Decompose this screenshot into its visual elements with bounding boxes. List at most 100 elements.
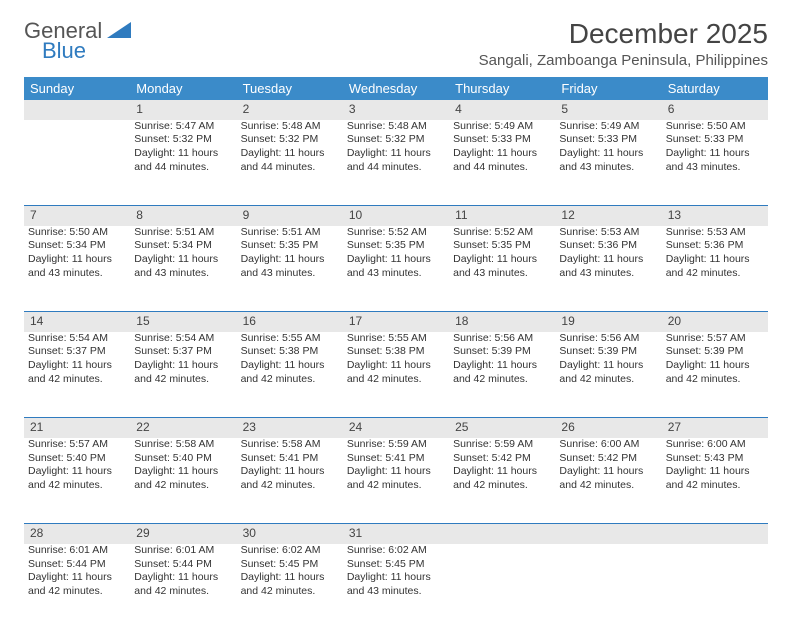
sunrise-text: Sunrise: 5:49 AM bbox=[453, 120, 551, 134]
sunset-text: Sunset: 5:39 PM bbox=[453, 345, 551, 359]
day-cell: Sunrise: 6:01 AMSunset: 5:44 PMDaylight:… bbox=[24, 544, 130, 630]
day-number: 19 bbox=[555, 312, 661, 332]
sunset-text: Sunset: 5:34 PM bbox=[134, 239, 232, 253]
day2-text: and 42 minutes. bbox=[241, 479, 339, 493]
day-number-row: 78910111213 bbox=[24, 206, 768, 226]
day2-text: and 43 minutes. bbox=[666, 161, 764, 175]
header: General Blue December 2025 Sangali, Zamb… bbox=[24, 18, 768, 69]
day-cell: Sunrise: 5:55 AMSunset: 5:38 PMDaylight:… bbox=[343, 332, 449, 418]
day2-text: and 42 minutes. bbox=[134, 479, 232, 493]
day-number: 12 bbox=[555, 206, 661, 226]
day-cell: Sunrise: 5:52 AMSunset: 5:35 PMDaylight:… bbox=[449, 226, 555, 312]
day-cell: Sunrise: 5:54 AMSunset: 5:37 PMDaylight:… bbox=[24, 332, 130, 418]
day1-text: Daylight: 11 hours bbox=[453, 465, 551, 479]
location-subtitle: Sangali, Zamboanga Peninsula, Philippine… bbox=[479, 52, 768, 69]
sunset-text: Sunset: 5:45 PM bbox=[347, 558, 445, 572]
day1-text: Daylight: 11 hours bbox=[666, 147, 764, 161]
day-content-row: Sunrise: 5:47 AMSunset: 5:32 PMDaylight:… bbox=[24, 120, 768, 206]
title-block: December 2025 Sangali, Zamboanga Peninsu… bbox=[479, 18, 768, 69]
day1-text: Daylight: 11 hours bbox=[28, 253, 126, 267]
sunrise-text: Sunrise: 5:50 AM bbox=[28, 226, 126, 240]
day-number: 18 bbox=[449, 312, 555, 332]
weekday-header: Saturday bbox=[662, 77, 768, 100]
day-number: 23 bbox=[237, 418, 343, 438]
day2-text: and 42 minutes. bbox=[134, 585, 232, 599]
day1-text: Daylight: 11 hours bbox=[559, 465, 657, 479]
day-content-row: Sunrise: 5:54 AMSunset: 5:37 PMDaylight:… bbox=[24, 332, 768, 418]
day2-text: and 42 minutes. bbox=[347, 373, 445, 387]
day-cell: Sunrise: 5:50 AMSunset: 5:34 PMDaylight:… bbox=[24, 226, 130, 312]
weekday-header: Friday bbox=[555, 77, 661, 100]
sunset-text: Sunset: 5:36 PM bbox=[559, 239, 657, 253]
day1-text: Daylight: 11 hours bbox=[241, 253, 339, 267]
day-cell: Sunrise: 5:54 AMSunset: 5:37 PMDaylight:… bbox=[130, 332, 236, 418]
day2-text: and 43 minutes. bbox=[453, 267, 551, 281]
sunrise-text: Sunrise: 5:57 AM bbox=[28, 438, 126, 452]
day1-text: Daylight: 11 hours bbox=[28, 465, 126, 479]
day-content-row: Sunrise: 6:01 AMSunset: 5:44 PM Daylight:… bbox=[24, 544, 768, 630]
day1-text: Daylight: 11 hours bbox=[453, 147, 551, 161]
day-cell: Sunrise: 6:00 AMSunset: 5:42 PMDaylight:… bbox=[555, 438, 661, 524]
day-cell: Sunrise: 5:57 AMSunset: 5:39 PMDaylight:… bbox=[662, 332, 768, 418]
day-cell: Sunrise: 5:51 AMSunset: 5:34 PMDaylight:… bbox=[130, 226, 236, 312]
day1-text: Daylight: 11 hours bbox=[241, 147, 339, 161]
day2-text: and 43 minutes. bbox=[559, 161, 657, 175]
day2-text: and 42 minutes. bbox=[453, 479, 551, 493]
day-number bbox=[24, 100, 130, 120]
sunrise-text: Sunrise: 5:59 AM bbox=[347, 438, 445, 452]
day-number: 21 bbox=[24, 418, 130, 438]
day-cell: Sunrise: 5:47 AMSunset: 5:32 PMDaylight:… bbox=[130, 120, 236, 206]
day1-text: Daylight: 11 hours bbox=[134, 465, 232, 479]
day-number: 14 bbox=[24, 312, 130, 332]
sunrise-text: Sunrise: 5:52 AM bbox=[347, 226, 445, 240]
day1-text: Daylight: 11 hours bbox=[666, 359, 764, 373]
day-number bbox=[662, 524, 768, 544]
sunrise-text: Sunrise: 5:55 AM bbox=[241, 332, 339, 346]
sunrise-text: Sunrise: 5:56 AM bbox=[559, 332, 657, 346]
sunset-text: Sunset: 5:32 PM bbox=[134, 133, 232, 147]
weekday-header: Sunday bbox=[24, 77, 130, 100]
day-cell: Sunrise: 5:48 AMSunset: 5:32 PMDaylight:… bbox=[237, 120, 343, 206]
sunset-text: Sunset: 5:44 PM bbox=[134, 558, 232, 572]
sunset-text: Sunset: 5:37 PM bbox=[134, 345, 232, 359]
sunrise-text: Sunrise: 5:48 AM bbox=[347, 120, 445, 134]
day1-text: Daylight: 11 hours bbox=[241, 571, 339, 585]
sunset-text: Sunset: 5:39 PM bbox=[559, 345, 657, 359]
day1-text: Daylight: 11 hours bbox=[347, 571, 445, 585]
day-number: 4 bbox=[449, 100, 555, 120]
sunrise-text: Sunrise: 6:01 AM bbox=[134, 544, 232, 558]
day2-text: and 42 minutes. bbox=[559, 479, 657, 493]
day-number: 5 bbox=[555, 100, 661, 120]
sunset-text: Sunset: 5:33 PM bbox=[559, 133, 657, 147]
day-number-row: 28293031 bbox=[24, 524, 768, 544]
sunrise-text: Sunrise: 5:58 AM bbox=[241, 438, 339, 452]
day-number: 28 bbox=[24, 524, 130, 544]
day2-text: and 44 minutes. bbox=[134, 161, 232, 175]
day-number: 11 bbox=[449, 206, 555, 226]
sunset-text: Sunset: 5:37 PM bbox=[28, 345, 126, 359]
day-number: 30 bbox=[237, 524, 343, 544]
sunrise-text: Sunrise: 5:55 AM bbox=[347, 332, 445, 346]
day1-text: Daylight: 11 hours bbox=[453, 359, 551, 373]
day2-text: and 43 minutes. bbox=[347, 267, 445, 281]
sunrise-text: Sunrise: 6:02 AM bbox=[241, 544, 339, 558]
day2-text: and 43 minutes. bbox=[347, 585, 445, 599]
day1-text: Daylight: 11 hours bbox=[559, 359, 657, 373]
sunset-text: Sunset: 5:33 PM bbox=[666, 133, 764, 147]
day-cell: Sunrise: 5:49 AMSunset: 5:33 PMDaylight:… bbox=[449, 120, 555, 206]
day-number: 10 bbox=[343, 206, 449, 226]
day-cell: Sunrise: 5:53 AMSunset: 5:36 PMDaylight:… bbox=[555, 226, 661, 312]
sunset-text: Sunset: 5:34 PM bbox=[28, 239, 126, 253]
sunset-text: Sunset: 5:42 PM bbox=[453, 452, 551, 466]
day-cell: Sunrise: 5:59 AMSunset: 5:41 PMDaylight:… bbox=[343, 438, 449, 524]
day-content-row: Sunrise: 5:57 AMSunset: 5:40 PMDaylight:… bbox=[24, 438, 768, 524]
sunset-text: Sunset: 5:41 PM bbox=[347, 452, 445, 466]
day-number: 15 bbox=[130, 312, 236, 332]
day-number: 6 bbox=[662, 100, 768, 120]
sunset-text: Sunset: 5:43 PM bbox=[666, 452, 764, 466]
day-cell: Sunrise: 5:53 AMSunset: 5:36 PMDaylight:… bbox=[662, 226, 768, 312]
sunset-text: Sunset: 5:33 PM bbox=[453, 133, 551, 147]
sunset-text: Sunset: 5:40 PM bbox=[28, 452, 126, 466]
day1-text: Daylight: 11 hours bbox=[453, 253, 551, 267]
day1-text: Daylight: 11 hours bbox=[134, 147, 232, 161]
